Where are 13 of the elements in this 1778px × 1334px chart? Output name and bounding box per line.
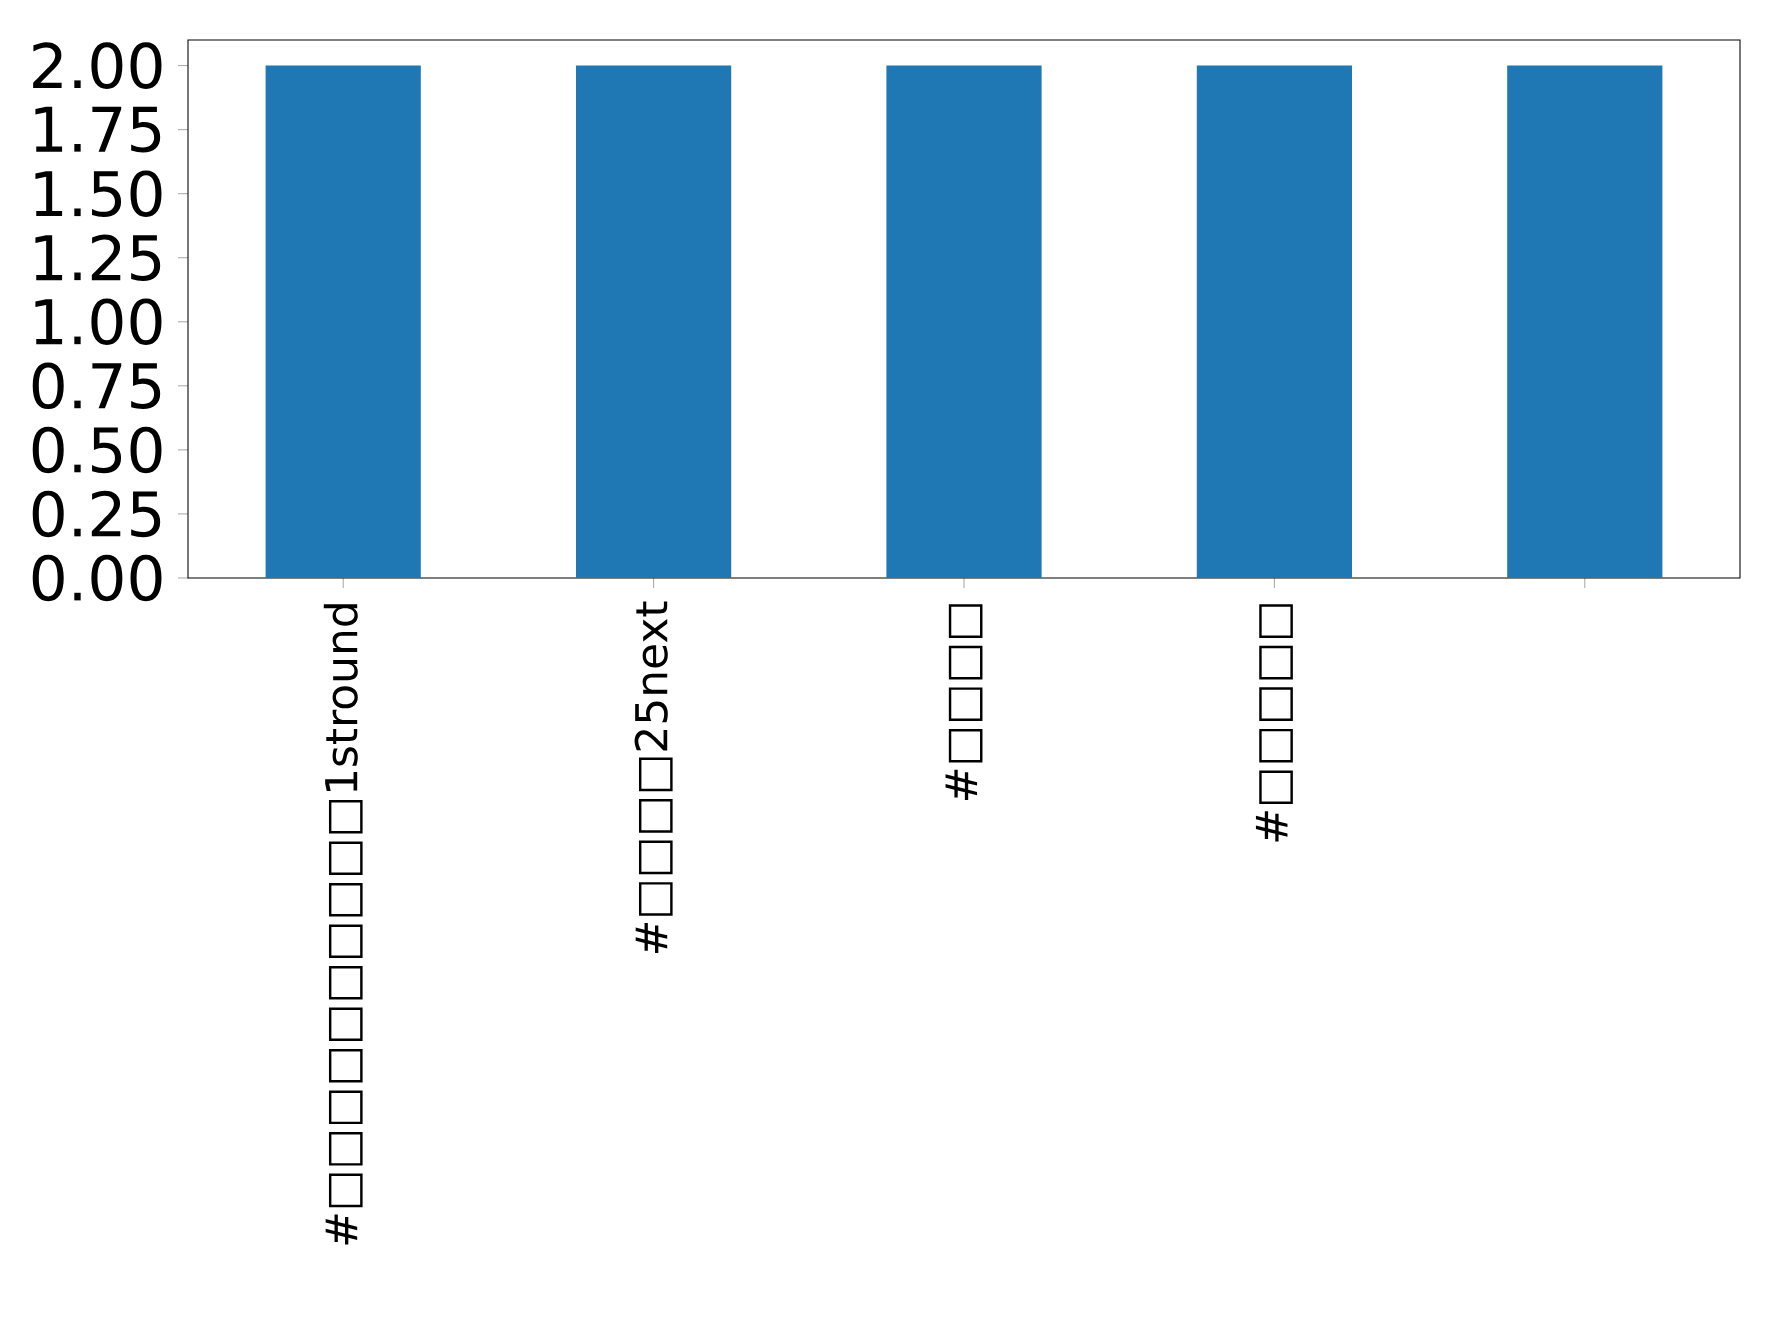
- x-tick-label: #□□□□25next: [634, 601, 673, 954]
- y-tick-label: 1.00: [35, 298, 162, 346]
- y-tick-label: 1.50: [35, 170, 162, 217]
- y-tick-label: 1.75: [35, 106, 161, 153]
- y-tick-label: 0.50: [32, 426, 162, 474]
- y-tick-label: 0.00: [32, 554, 162, 602]
- y-tick-label: 0.25: [32, 490, 161, 538]
- y-tick-label: 2.00: [33, 42, 162, 89]
- x-tick-label: #□□□□□□□□□□1stround: [323, 604, 363, 1245]
- x-tick-label: #□□□□: [945, 604, 983, 800]
- x-tick-label: #□□□□□: [1255, 604, 1293, 842]
- y-tick-label: 0.75: [32, 362, 161, 410]
- y-tick-label: 1.25: [35, 234, 161, 282]
